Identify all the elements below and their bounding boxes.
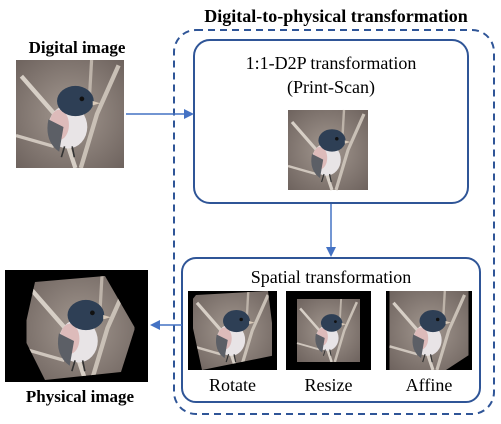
print-scan-image	[288, 108, 368, 192]
physical-image	[5, 270, 148, 382]
digital-image-label: Digital image	[28, 38, 126, 57]
affine-image	[386, 291, 472, 370]
resize-image	[286, 291, 371, 370]
arrow-to-physical	[150, 320, 182, 330]
d2p-box	[193, 39, 469, 204]
spatial-box	[181, 257, 481, 403]
affine-caption: Affine	[405, 375, 453, 395]
rotate-caption: Rotate	[209, 375, 256, 395]
d2p-subtitle: (Print-Scan)	[287, 77, 375, 97]
spatial-title: Spatial transformation	[250, 267, 412, 287]
dashed-frame	[173, 29, 495, 415]
resize-caption: Resize	[304, 375, 353, 395]
arrow-to-d2p	[126, 109, 194, 119]
physical-image-label: Physical image	[25, 387, 135, 406]
diagram-title: Digital-to-physical transformation	[204, 6, 468, 26]
rotate-image	[188, 291, 277, 370]
arrow-to-spatial	[326, 204, 336, 257]
d2p-title: 1:1-D2P transformation	[245, 53, 417, 73]
